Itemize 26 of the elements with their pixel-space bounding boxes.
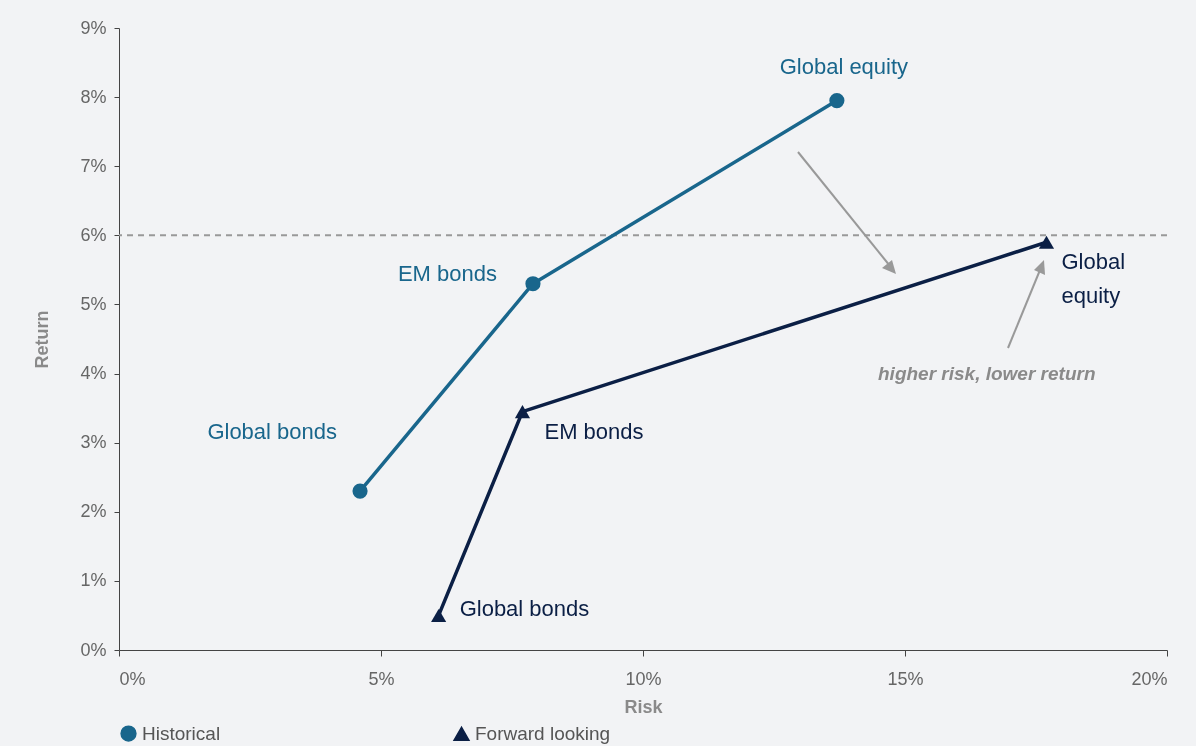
data-label: Global equity [779,53,909,79]
y-tick-label: 1% [80,570,107,591]
data-label: Global bonds [207,419,338,445]
y-tick-label: 3% [80,432,107,453]
legend-label: Historical [142,722,221,744]
data-label: Global equity [1061,249,1126,309]
y-tick-label: 8% [80,86,107,107]
x-tick-label: 0% [119,668,146,689]
x-axis-title: Risk [624,696,664,717]
y-tick-label: 9% [80,17,107,38]
data-label: Global bonds [459,596,590,622]
y-tick-label: 2% [80,501,107,522]
y-axis-title: Return [32,310,53,369]
x-tick-label: 10% [625,668,662,689]
y-tick-label: 4% [80,363,107,384]
data-label: EM bonds [397,260,497,286]
y-tick-label: 6% [80,224,107,245]
annotation: higher risk, lower return [878,363,1096,385]
x-tick-label: 20% [1131,668,1168,689]
x-tick-label: 5% [368,668,395,689]
y-tick-label: 7% [80,155,107,176]
x-tick-label: 15% [887,668,924,689]
y-tick-label: 5% [80,293,107,314]
data-label: EM bonds [544,418,644,444]
legend-label: Forward looking [475,722,611,744]
y-tick-label: 0% [80,639,107,660]
